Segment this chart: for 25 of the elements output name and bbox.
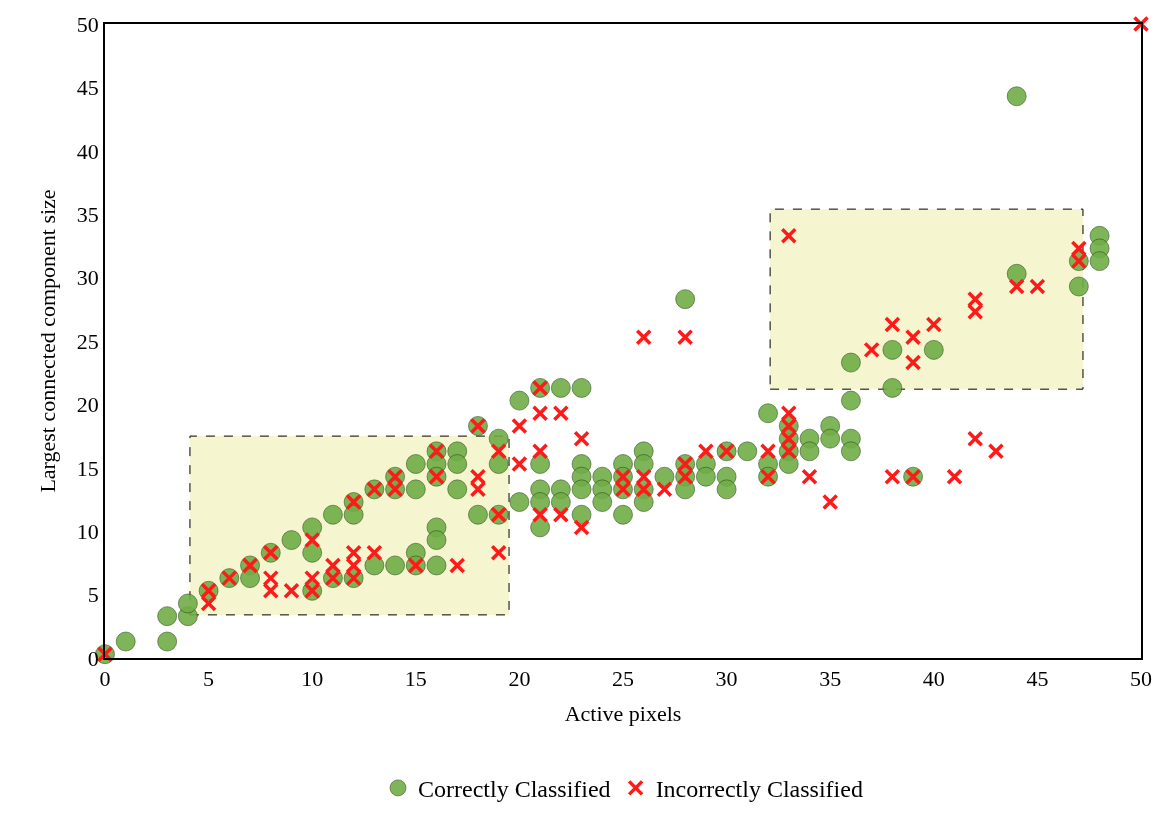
y-tick-label: 10 xyxy=(76,518,99,544)
y-tick-label: 50 xyxy=(76,11,99,37)
y-tick-label: 25 xyxy=(76,328,99,354)
legend-label: Correctly Classified xyxy=(418,776,611,803)
x-axis-title: Active pixels xyxy=(564,700,682,726)
legend-label: Incorrectly Classified xyxy=(655,776,863,803)
y-tick-label: 40 xyxy=(76,138,99,164)
y-tick-label: 20 xyxy=(76,392,99,418)
y-axis-title: Largest connected component size xyxy=(35,189,61,493)
y-tick-label: 0 xyxy=(87,645,99,671)
x-tick-label: 30 xyxy=(715,666,738,692)
x-tick-label: 50 xyxy=(1130,666,1152,692)
y-tick-label: 35 xyxy=(76,201,99,227)
x-tick-label: 35 xyxy=(819,666,842,692)
y-tick-label: 45 xyxy=(76,75,99,101)
x-tick-label: 5 xyxy=(203,666,215,692)
x-tick-label: 45 xyxy=(1026,666,1049,692)
y-tick-label: 15 xyxy=(76,455,99,481)
x-tick-label: 10 xyxy=(301,666,324,692)
y-tick-label: 5 xyxy=(87,582,99,608)
x-tick-label: 25 xyxy=(612,666,634,692)
x-tick-label: 15 xyxy=(404,666,427,692)
x-tick-label: 40 xyxy=(922,666,945,692)
x-tick-label: 20 xyxy=(508,666,531,692)
y-tick-label: 30 xyxy=(76,265,99,291)
